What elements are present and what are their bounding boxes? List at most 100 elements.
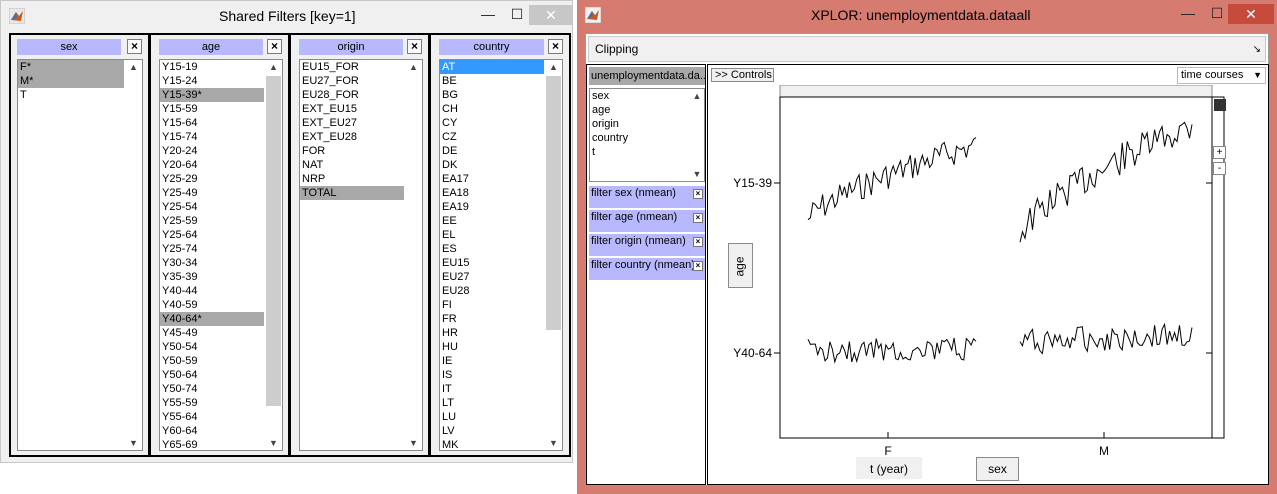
filter-age-item[interactable]: filter age (nmean) × (589, 210, 705, 232)
variable-item[interactable]: origin (592, 118, 619, 130)
list-item[interactable]: EU27_FOR (302, 75, 359, 87)
list-item[interactable]: T (20, 89, 27, 101)
list-item[interactable]: Y65-69 (162, 439, 198, 451)
filter-list-sex[interactable]: F* M* T ▲ ▼ (17, 59, 143, 451)
list-item[interactable]: EXT_EU15 (302, 103, 358, 115)
filter-sex-item[interactable]: filter sex (nmean) × (589, 186, 705, 208)
scroll-up-icon[interactable]: ▲ (409, 62, 418, 72)
dataset-header[interactable]: unemploymentdata.da... (589, 67, 705, 85)
remove-filter-icon[interactable]: × (693, 237, 703, 247)
list-item[interactable]: EU27 (442, 271, 470, 283)
list-item[interactable]: EXT_EU28 (302, 131, 358, 143)
variable-item[interactable]: country (592, 132, 629, 144)
list-item[interactable]: FOR (302, 145, 326, 157)
scroll-up-icon[interactable]: ▲ (692, 91, 702, 101)
list-item[interactable]: Y55-64 (162, 411, 198, 423)
list-item[interactable]: Y45-49 (162, 327, 198, 339)
filter-list-age[interactable]: Y15-19 Y15-24 Y15-39* Y15-59 Y15-64 Y15-74 Y20… (159, 59, 283, 451)
shared-filters-titlebar[interactable]: Shared Filters [key=1] — ☐ ✕ (1, 1, 573, 31)
filter-origin-item[interactable]: filter origin (nmean) × (589, 234, 705, 256)
list-item[interactable]: FI (442, 299, 452, 311)
list-item[interactable]: Y15-19 (162, 61, 198, 73)
list-item[interactable]: Y15-59 (162, 103, 198, 115)
list-item[interactable]: EU15_FOR (302, 61, 359, 73)
close-button[interactable]: ✕ (529, 5, 573, 25)
remove-filter-icon[interactable]: × (693, 189, 703, 199)
scroll-down-icon[interactable]: ▼ (269, 438, 278, 448)
chart-top-slider[interactable] (779, 85, 1213, 98)
list-item[interactable]: Y25-74 (162, 243, 198, 255)
close-button[interactable]: ✕ (1228, 4, 1274, 24)
list-item[interactable]: CY (442, 117, 458, 129)
list-item[interactable]: Y50-54 (162, 341, 198, 353)
list-item[interactable]: MK (442, 439, 459, 451)
remove-filter-country-button[interactable]: × (548, 39, 563, 54)
scrollbar[interactable]: ▲ ▼ (545, 60, 562, 450)
variable-item[interactable]: sex (592, 90, 610, 102)
scrollbar[interactable]: ▲ ▼ (265, 60, 282, 450)
minimize-button[interactable]: — (1181, 5, 1195, 21)
list-item[interactable]: Y15-39* (160, 88, 264, 102)
list-item[interactable]: EU28_FOR (302, 89, 359, 101)
x-axis-variable-button-time[interactable]: t (year) (856, 457, 922, 479)
list-item[interactable]: Y20-24 (162, 145, 198, 157)
list-item[interactable]: Y40-59 (162, 299, 198, 311)
list-item[interactable]: Y50-59 (162, 355, 198, 367)
list-item[interactable]: DE (442, 145, 458, 157)
list-item[interactable]: EXT_EU27 (302, 117, 358, 129)
list-item[interactable]: Y15-24 (162, 75, 198, 87)
display-mode-select[interactable]: time courses ▼ (1177, 67, 1266, 84)
list-item[interactable]: ES (442, 243, 457, 255)
list-item[interactable]: Y25-49 (162, 187, 198, 199)
list-item[interactable]: Y50-74 (162, 383, 198, 395)
filter-country-item[interactable]: filter country (nmean) × (589, 258, 705, 280)
zoom-out-button[interactable]: - (1213, 162, 1226, 175)
list-item[interactable]: CH (442, 103, 458, 115)
variable-item[interactable]: age (592, 104, 611, 116)
list-item[interactable]: AT (440, 60, 544, 74)
list-item[interactable]: Y35-39 (162, 271, 198, 283)
list-item[interactable]: EU15 (442, 257, 470, 269)
list-item[interactable]: DK (442, 159, 458, 171)
scrollbar-thumb[interactable] (266, 76, 281, 406)
maximize-button[interactable]: ☐ (1210, 5, 1224, 21)
clipping-bar[interactable]: Clipping ↘ (588, 36, 1266, 62)
remove-filter-icon[interactable]: × (693, 213, 703, 223)
list-item[interactable]: EA19 (442, 201, 469, 213)
time-courses-chart[interactable]: Y15-39 Y40-64 F M (708, 85, 1268, 485)
list-item[interactable]: IS (442, 369, 453, 381)
list-item[interactable]: FR (442, 313, 457, 325)
scroll-down-icon[interactable]: ▼ (129, 438, 138, 448)
remove-filter-sex-button[interactable]: × (127, 39, 142, 54)
y-axis-variable-button[interactable]: age (728, 243, 753, 288)
list-item[interactable]: F* (18, 60, 124, 74)
list-item[interactable]: LV (442, 425, 455, 437)
list-item[interactable]: Y25-64 (162, 229, 198, 241)
list-item[interactable]: EL (442, 229, 456, 241)
scroll-down-icon[interactable]: ▼ (549, 438, 558, 448)
filter-list-country[interactable]: AT BE BG CH CY CZ DE DK EA17 EA18 EA19 EE EL ES EU15 EU… (439, 59, 563, 451)
scroll-up-icon[interactable]: ▲ (549, 62, 558, 72)
list-item[interactable]: TOTAL (300, 186, 404, 200)
remove-filter-age-button[interactable]: × (267, 39, 282, 54)
list-item[interactable]: IT (442, 383, 452, 395)
list-item[interactable]: Y25-29 (162, 173, 198, 185)
list-item[interactable]: M* (18, 74, 124, 88)
zoom-in-button[interactable]: + (1213, 146, 1226, 159)
list-item[interactable]: Y25-54 (162, 201, 198, 213)
list-item[interactable]: BG (442, 89, 458, 101)
list-item[interactable]: NAT (302, 159, 324, 171)
remove-filter-origin-button[interactable]: × (407, 39, 422, 54)
list-item[interactable]: NRP (302, 173, 326, 185)
list-item[interactable]: EE (442, 215, 457, 227)
list-item[interactable]: HU (442, 341, 458, 353)
scroll-up-icon[interactable]: ▲ (269, 62, 278, 72)
list-item[interactable]: BE (442, 75, 457, 87)
list-item[interactable]: CZ (442, 131, 457, 143)
list-item[interactable]: Y40-44 (162, 285, 198, 297)
x-axis-variable-button-sex[interactable]: sex (976, 457, 1019, 481)
list-item[interactable]: EA17 (442, 173, 469, 185)
variable-list[interactable]: sex age origin country t ▲ ▼ (589, 88, 705, 182)
list-item[interactable]: Y60-64 (162, 425, 198, 437)
list-item[interactable]: EA18 (442, 187, 469, 199)
